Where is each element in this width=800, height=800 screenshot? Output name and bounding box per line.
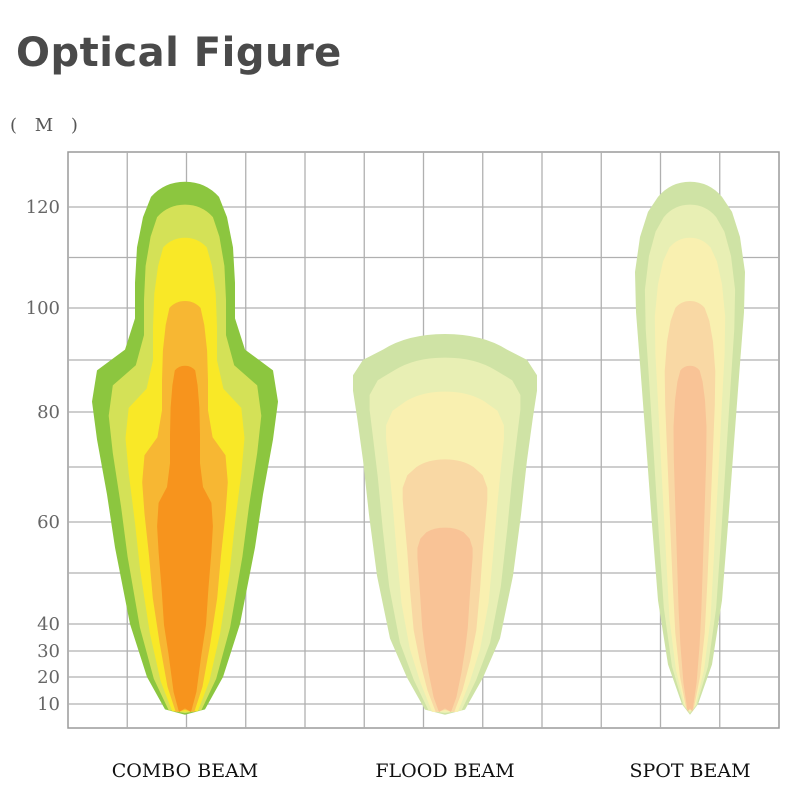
y-tick-label: 30 (37, 641, 60, 662)
y-tick-label: 60 (37, 512, 60, 533)
page-title: Optical Figure (16, 30, 342, 76)
beam-combo-beam (92, 181, 278, 715)
y-tick-label: 20 (37, 667, 60, 688)
unit-label: ( M ) (10, 115, 84, 136)
category-label: FLOOD BEAM (375, 760, 514, 782)
y-tick-label: 40 (37, 614, 60, 635)
y-tick-label: 120 (26, 197, 60, 218)
y-tick-label: 80 (37, 402, 60, 423)
category-label: COMBO BEAM (112, 760, 259, 782)
beam-layer (673, 365, 707, 712)
beam-flood-beam (353, 334, 537, 715)
beam-shapes (92, 181, 745, 715)
y-tick-label: 10 (37, 694, 60, 715)
beam-layer (417, 527, 473, 713)
beam-spot-beam (635, 181, 745, 715)
y-tick-label: 100 (26, 298, 60, 319)
category-label: SPOT BEAM (629, 760, 750, 782)
beam-layer (157, 365, 213, 713)
y-tick-labels: 10 20 30 40 60 80 100 120 (26, 197, 60, 715)
category-labels: COMBO BEAM FLOOD BEAM SPOT BEAM (112, 760, 751, 782)
